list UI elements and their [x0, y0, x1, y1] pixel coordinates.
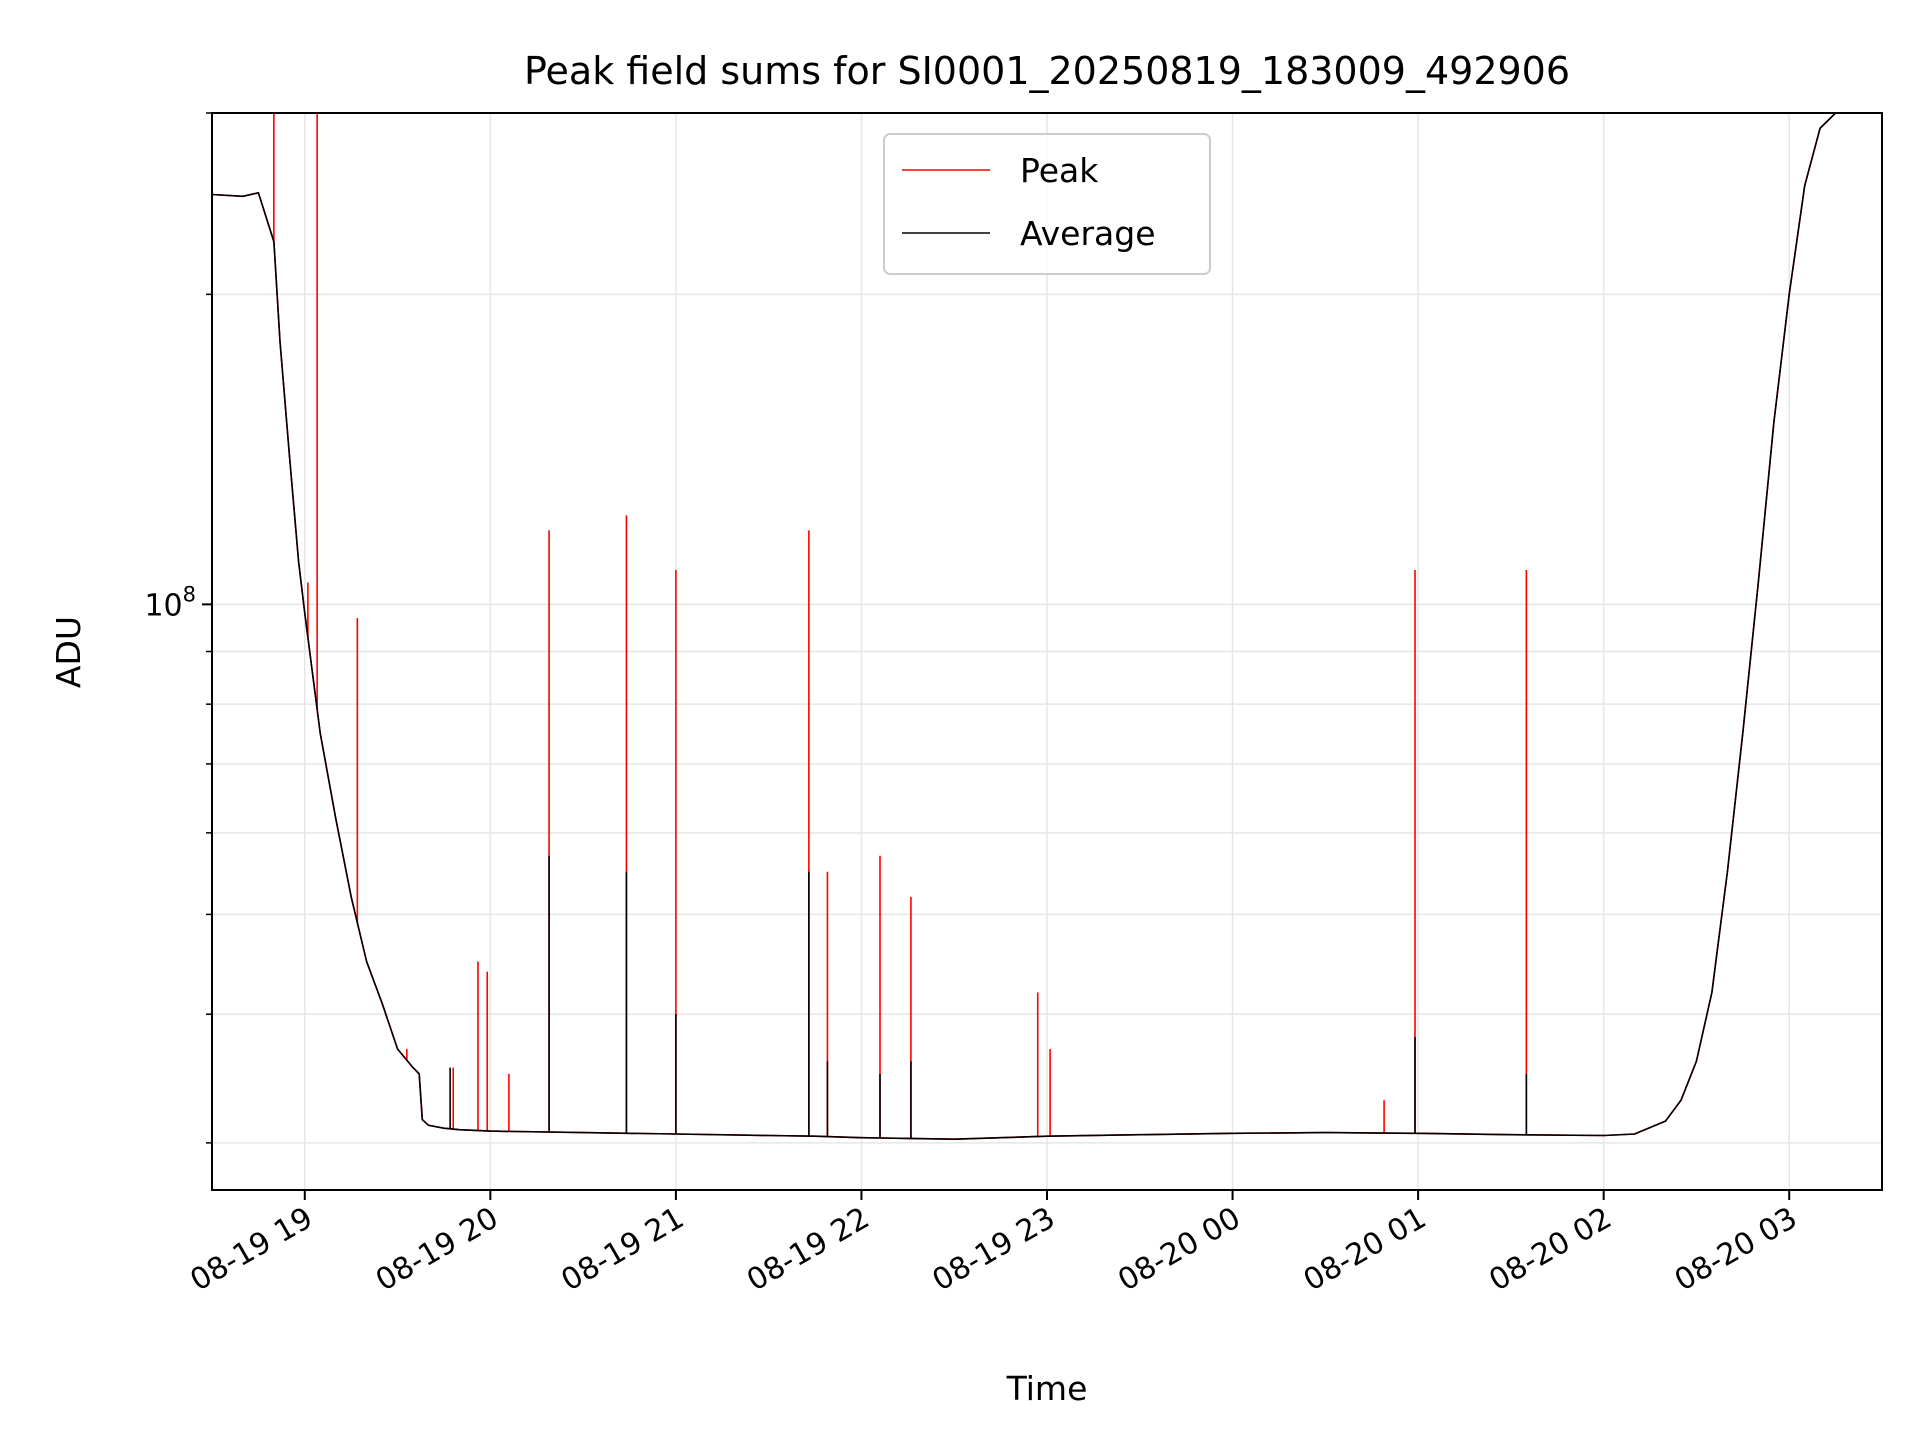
legend-box [883, 133, 1211, 275]
legend-label-peak: Peak [1020, 151, 1099, 190]
y-axis-label: ADU [49, 616, 88, 688]
series-line-average [211, 112, 1882, 1141]
series-layer [211, 112, 1882, 1141]
y-tick-label: 108 [144, 582, 196, 623]
y-axis-ticks: 108 [144, 112, 212, 1144]
chart-title: Peak field sums for SI0001_20250819_1830… [524, 49, 1570, 93]
legend: Peak Average [883, 133, 1211, 275]
x-axis-label: Time [1006, 1369, 1088, 1408]
legend-label-average: Average [1020, 214, 1156, 253]
